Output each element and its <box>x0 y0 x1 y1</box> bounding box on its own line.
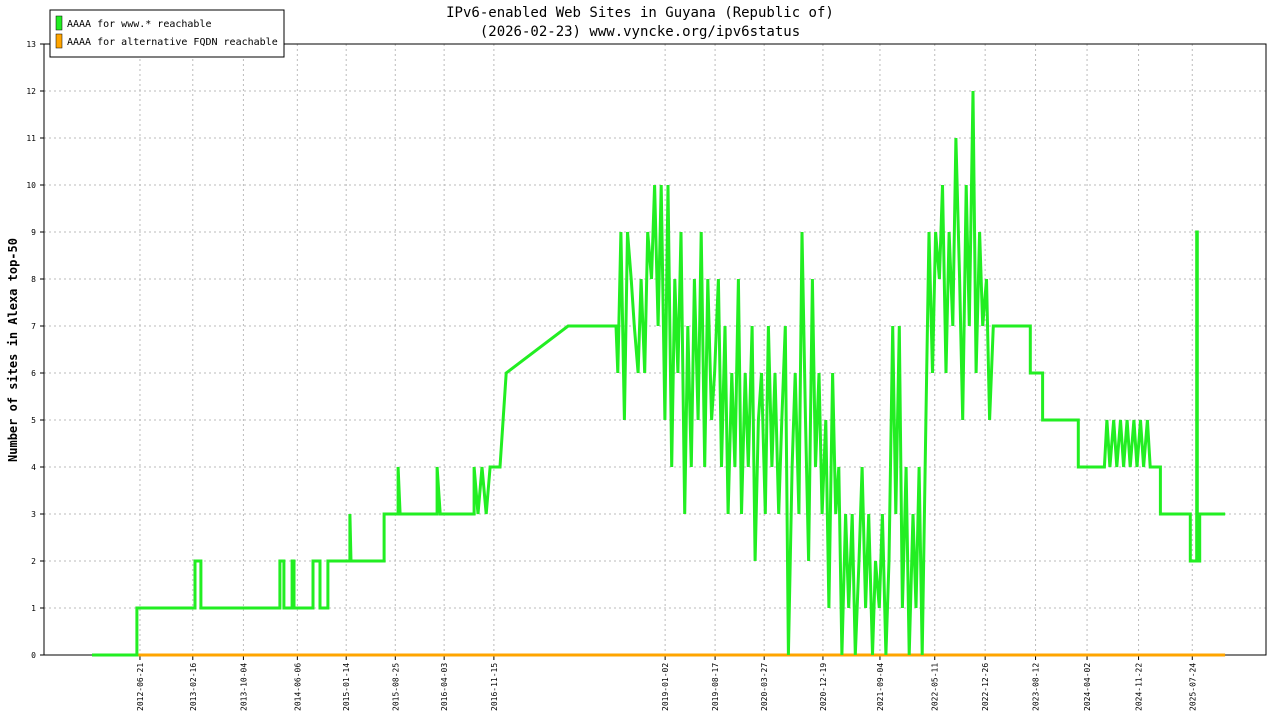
legend-label: AAAA for www.* reachable <box>67 19 212 30</box>
x-tick-label: 2020-03-27 <box>760 663 769 711</box>
x-tick-label: 2012-06-21 <box>136 663 145 711</box>
x-tick-label: 2015-01-14 <box>342 663 351 711</box>
x-tick-label: 2013-02-16 <box>189 663 198 711</box>
y-tick-label: 4 <box>31 463 36 472</box>
x-tick-label: 2014-06-06 <box>293 663 302 711</box>
y-tick-label: 9 <box>31 228 36 237</box>
y-axis-label: Number of sites in Alexa top-50 <box>6 238 20 462</box>
y-tick-label: 3 <box>31 510 36 519</box>
legend-swatch <box>55 15 63 31</box>
legend-swatch <box>55 33 63 49</box>
y-tick-label: 12 <box>26 87 36 96</box>
x-tick-label: 2024-04-02 <box>1083 663 1092 711</box>
legend-box <box>49 9 285 58</box>
chart-title: IPv6-enabled Web Sites in Guyana (Republ… <box>446 5 834 21</box>
legend-label: AAAA for alternative FQDN reachable <box>67 37 278 48</box>
y-tick-label: 0 <box>31 651 36 660</box>
y-tick-label: 8 <box>31 275 36 284</box>
y-tick-label: 5 <box>31 416 36 425</box>
chart-subtitle: (2026-02-23) www.vyncke.org/ipv6status <box>480 24 800 40</box>
x-tick-label: 2016-11-15 <box>490 663 499 711</box>
x-tick-label: 2025-07-24 <box>1188 663 1197 711</box>
y-tick-label: 10 <box>26 181 36 190</box>
y-tick-label: 6 <box>31 369 36 378</box>
y-tick-label: 13 <box>26 40 36 49</box>
y-tick-label: 11 <box>26 134 36 143</box>
y-tick-label: 1 <box>31 604 36 613</box>
y-tick-label: 2 <box>31 557 36 566</box>
x-tick-label: 2022-12-26 <box>981 663 990 711</box>
x-tick-label: 2024-11-22 <box>1135 663 1144 711</box>
x-tick-label: 2023-08-12 <box>1032 663 1041 711</box>
x-tick-label: 2021-09-04 <box>876 663 885 711</box>
x-tick-label: 2015-08-25 <box>391 663 400 711</box>
y-tick-label: 7 <box>31 322 36 331</box>
x-tick-label: 2016-04-03 <box>440 663 449 711</box>
x-tick-label: 2020-12-19 <box>819 663 828 711</box>
x-tick-label: 2013-10-04 <box>239 663 248 711</box>
x-tick-label: 2022-05-11 <box>931 663 940 711</box>
x-tick-label: 2019-08-17 <box>711 663 720 711</box>
x-tick-label: 2019-01-02 <box>661 663 670 711</box>
data-line <box>92 90 1226 657</box>
